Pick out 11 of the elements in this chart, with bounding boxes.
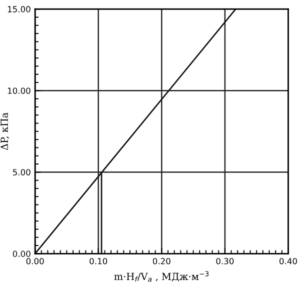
y-tick-label: 5.00 [12,169,30,176]
y-axis-title: ΔP, кПа [0,112,10,150]
x-axis-title: m·H$_{f}$/V$_{a}$ , МДж·м$^{−3}$ [114,271,209,282]
y-tick-label: 0.00 [12,250,30,257]
y-tick-label: 15.00 [8,6,30,12]
y-tick-label: 10.00 [8,88,30,94]
x-tick-label: 0.10 [90,258,108,264]
x-tick-label: 0.00 [26,258,44,264]
x-tick-label: 0.20 [152,258,170,264]
x-tick-label: 0.30 [216,258,234,264]
x-tick-label: 0.40 [279,258,297,264]
